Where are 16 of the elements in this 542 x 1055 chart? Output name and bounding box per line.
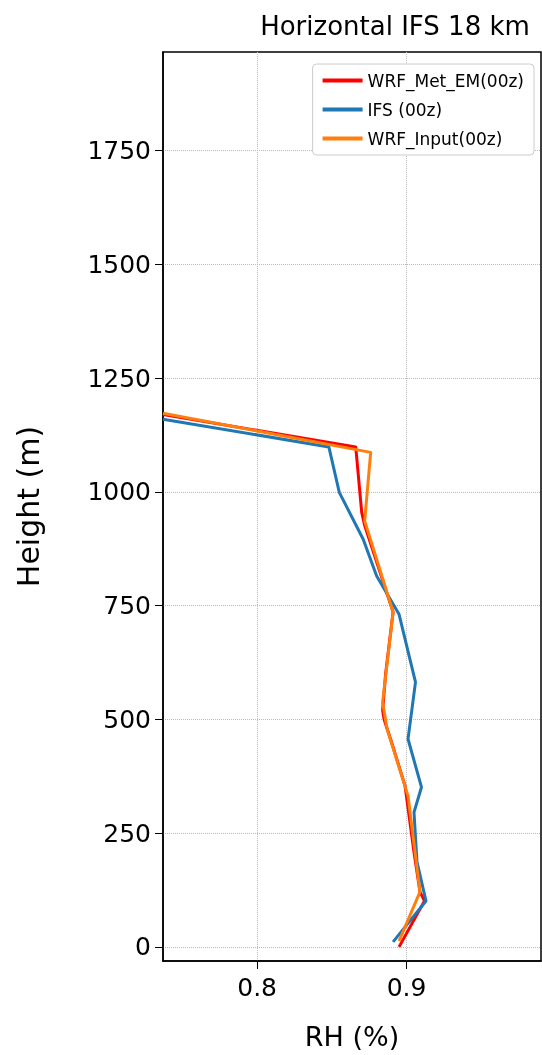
x-tick-label: 0.8 [237,973,278,1002]
y-tick-label: 1000 [87,477,151,507]
y-tick-label: 1250 [87,363,151,393]
y-tick-label: 0 [135,932,151,962]
y-axis-title: Height (m) [10,425,46,588]
y-tick-label: 1500 [87,249,151,279]
y-tick-label: 250 [103,818,151,848]
y-tick-label: 500 [103,704,151,734]
legend-label: IFS (00z) [367,99,443,120]
legend-label: WRF_Input(00z) [367,128,503,150]
x-axis-title: RH (%) [304,1021,400,1052]
chart-title: Horizontal IFS 18 km [260,11,530,41]
y-tick-label: 1750 [87,136,151,166]
x-tick-label: 0.9 [386,973,427,1002]
legend-label: WRF_Met_EM(00z) [367,70,524,92]
y-tick-label: 750 [103,591,151,621]
